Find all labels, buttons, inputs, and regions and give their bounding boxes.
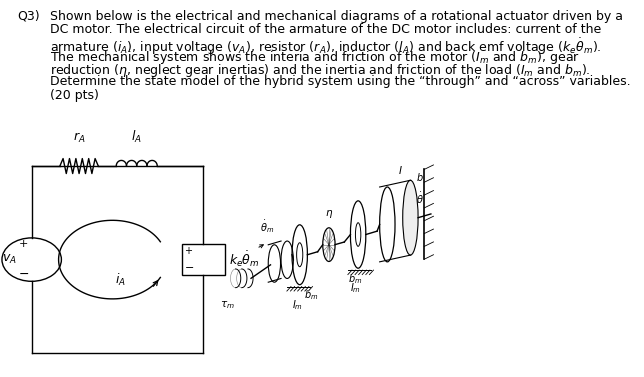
Text: (20 pts): (20 pts)	[50, 89, 99, 101]
Text: +: +	[184, 246, 193, 256]
Text: $\eta$: $\eta$	[325, 208, 333, 220]
Text: $\dot{\theta}$: $\dot{\theta}$	[415, 191, 423, 206]
Text: $I_m$: $I_m$	[350, 281, 361, 295]
Text: $I$: $I$	[398, 164, 402, 176]
Text: −: −	[184, 263, 194, 273]
Text: $l_A$: $l_A$	[131, 129, 142, 146]
Text: −: −	[18, 268, 29, 281]
Text: armature ($i_A$), input voltage ($v_A$), resistor ($r_A$), inductor ($l_A$) and : armature ($i_A$), input voltage ($v_A$),…	[50, 36, 601, 57]
Bar	[182, 244, 225, 275]
Ellipse shape	[380, 187, 395, 262]
Text: $I_m$: $I_m$	[292, 298, 303, 311]
Text: $k_e\dot{\theta}_m$: $k_e\dot{\theta}_m$	[229, 250, 260, 270]
Text: +: +	[19, 239, 28, 250]
Text: reduction ($\eta$, neglect gear inertias) and the inertia and friction of the lo: reduction ($\eta$, neglect gear inertias…	[50, 62, 591, 80]
Text: $b_m$: $b_m$	[304, 288, 318, 302]
Text: $i_A$: $i_A$	[115, 272, 126, 288]
Text: The mechanical system shows the interia and friction of the motor ($I_m$ and $b_: The mechanical system shows the interia …	[50, 49, 580, 66]
Text: DC motor. The electrical circuit of the armature of the DC motor includes: curre: DC motor. The electrical circuit of the …	[50, 23, 601, 36]
Text: Q3): Q3)	[17, 10, 40, 23]
Text: Shown below is the electrical and mechanical diagrams of a rotational actuator d: Shown below is the electrical and mechan…	[50, 10, 623, 23]
Text: $b_m$: $b_m$	[348, 272, 363, 286]
Text: $\tau_m$: $\tau_m$	[220, 299, 235, 311]
Text: $r_A$: $r_A$	[73, 131, 86, 146]
Text: $\dot{\theta}_m$: $\dot{\theta}_m$	[260, 219, 274, 235]
Text: Determine the state model of the hybrid system using the “through” and “across” : Determine the state model of the hybrid …	[50, 75, 630, 89]
Text: $b$: $b$	[415, 171, 423, 183]
Text: $v_A$: $v_A$	[1, 253, 16, 266]
Ellipse shape	[402, 180, 418, 255]
